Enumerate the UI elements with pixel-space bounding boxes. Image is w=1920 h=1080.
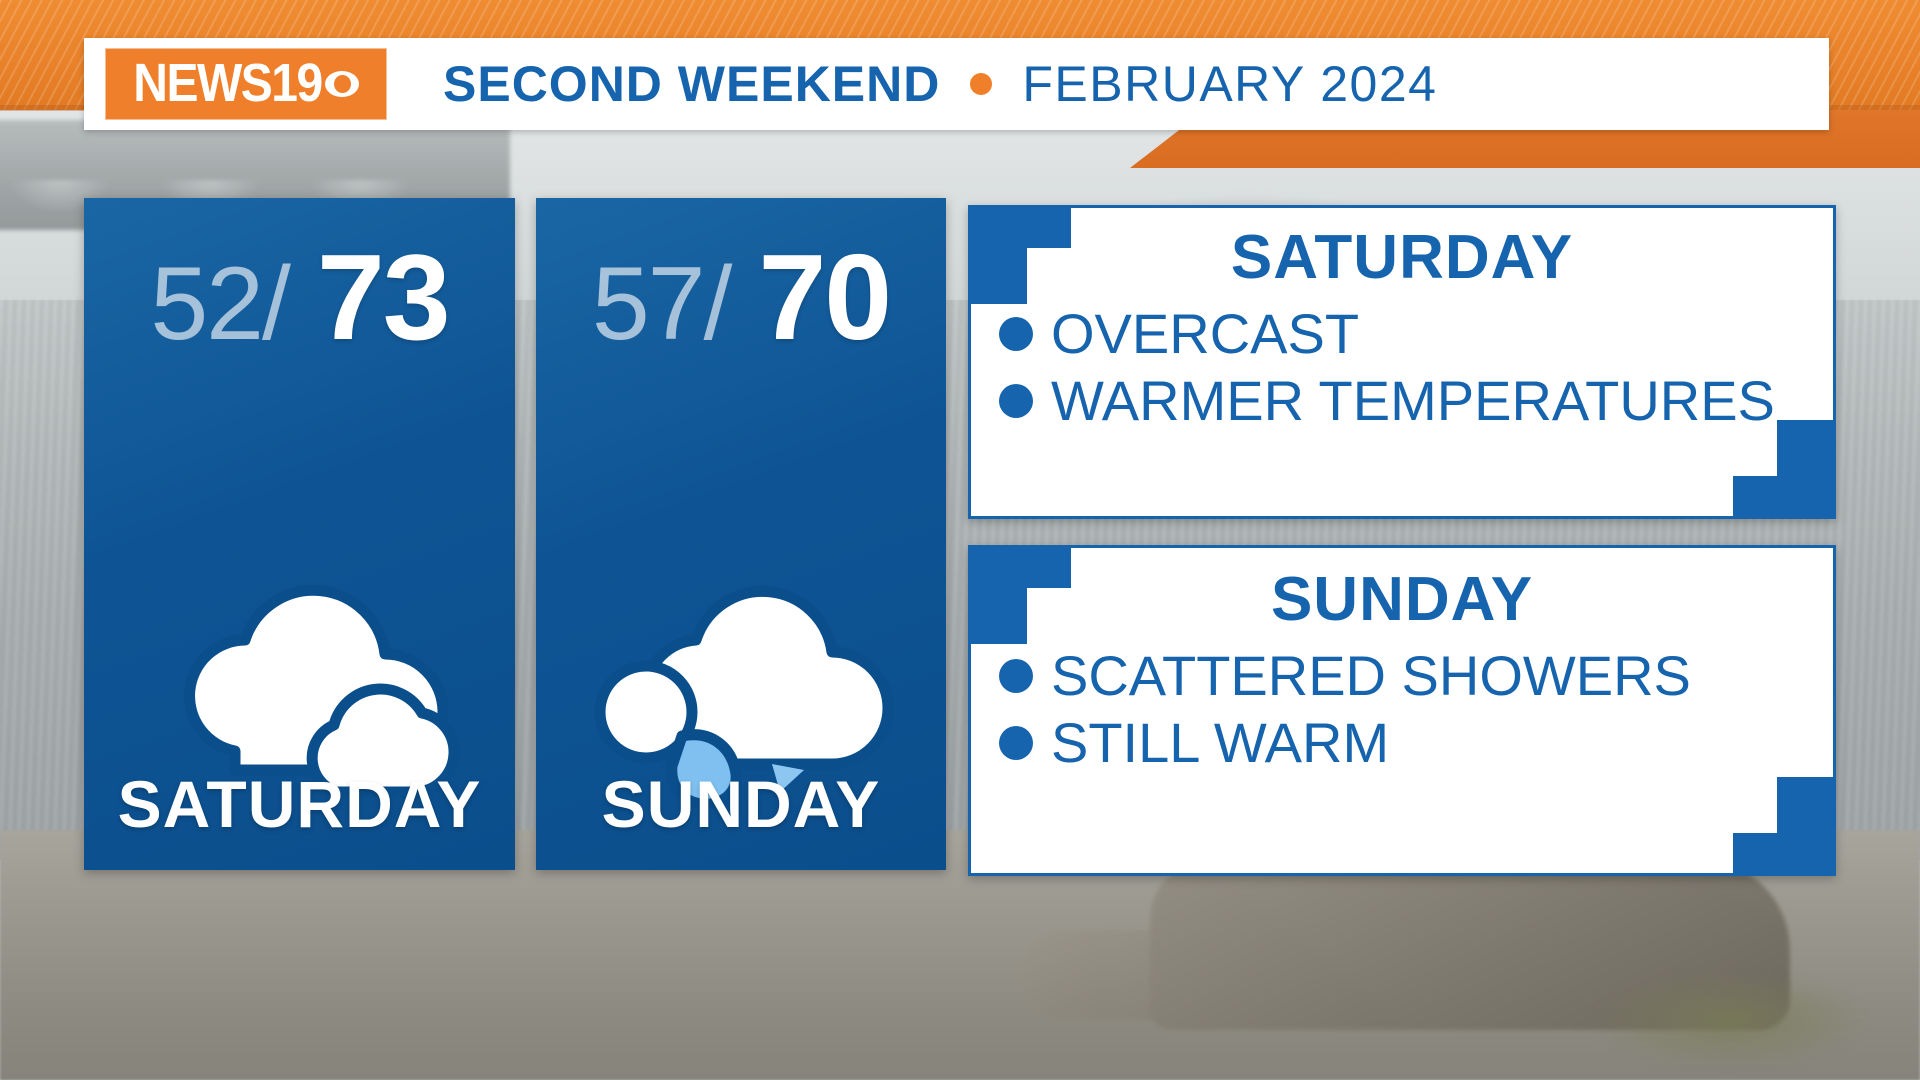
info-panel-sunday[interactable]: SUNDAY SCATTERED SHOWERS STILL WARM [968, 545, 1836, 876]
bullet-dot-icon [999, 316, 1033, 351]
bullet-list: SCATTERED SHOWERS STILL WARM [971, 643, 1833, 775]
forecast-card-sunday[interactable]: 57 / 70 70% SUNDAY [536, 198, 946, 870]
bullet-dot-icon [999, 383, 1033, 418]
low-temperature: 52 [150, 246, 264, 362]
temperature-separator: / [262, 246, 291, 362]
overcast-cloud-icon [84, 570, 515, 800]
day-label: SATURDAY [117, 767, 482, 841]
news19-logo-text: NEWS19 [133, 53, 323, 114]
high-temperature: 70 [758, 229, 892, 365]
bullet-list: OVERCAST WARMER TEMPERATURES [971, 301, 1833, 433]
list-item: SCATTERED SHOWERS [999, 643, 1833, 708]
rain-cloud-icon [536, 578, 946, 808]
temperature-row: 57 / 70 [536, 236, 946, 358]
header-date: FEBRUARY 2024 [1022, 56, 1438, 112]
info-panel-saturday[interactable]: SATURDAY OVERCAST WARMER TEMPERATURES [968, 205, 1836, 519]
temperature-separator: / [703, 246, 733, 362]
list-item-label: OVERCAST [1051, 302, 1360, 365]
panel-title: SUNDAY [1270, 565, 1534, 634]
bullet-dot-icon [999, 658, 1033, 693]
panel-title: SATURDAY [1230, 223, 1574, 292]
list-item: STILL WARM [999, 710, 1833, 775]
list-item-label: STILL WARM [1051, 711, 1390, 774]
day-label: SUNDAY [601, 767, 881, 841]
background-grass [1580, 960, 1920, 1080]
list-item: OVERCAST [999, 301, 1833, 366]
news19-logo[interactable]: NEWS19 [105, 48, 387, 120]
list-item-label: SCATTERED SHOWERS [1051, 644, 1691, 707]
corner-notch-bottom-right [1733, 420, 1833, 516]
list-item-label: WARMER TEMPERATURES [1051, 369, 1775, 432]
high-temperature: 73 [316, 229, 451, 365]
forecast-card-saturday[interactable]: 52 / 73 SATURDAY [84, 198, 515, 870]
bullet-dot-icon [999, 725, 1033, 760]
page-title: SECOND WEEKEND [443, 56, 941, 112]
temperature-row: 52 / 73 [84, 236, 515, 358]
low-temperature: 57 [591, 246, 706, 362]
corner-notch-bottom-right [1733, 777, 1833, 873]
header-bar: NEWS19 SECOND WEEKEND FEBRUARY 2024 [84, 38, 1829, 130]
list-item: WARMER TEMPERATURES [999, 368, 1833, 433]
cbs-eye-icon [324, 71, 359, 97]
bullet-dot-icon [970, 73, 993, 95]
